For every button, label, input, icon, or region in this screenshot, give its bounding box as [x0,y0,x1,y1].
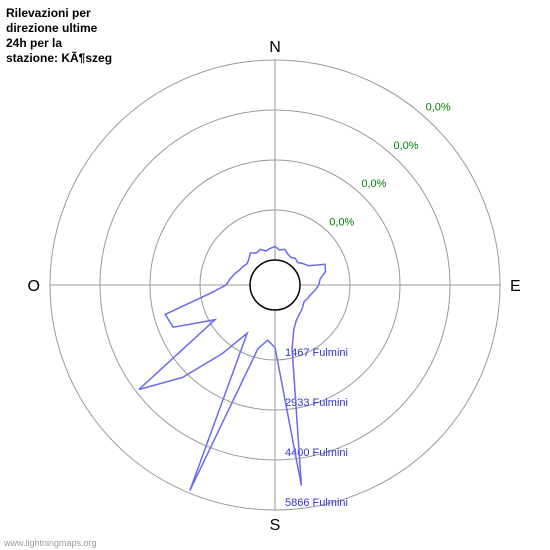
ring-pct-label: 0,0% [426,102,451,114]
footer-credit: www.lightningmaps.org [4,538,97,548]
ring-pct-label: 0,0% [393,140,418,152]
ring-strike-label: 1467 Fulmini [285,347,348,359]
dir-w: O [28,278,40,295]
center-circle [250,260,300,310]
ring-pct-label: 0,0% [361,178,386,190]
dir-s: S [270,517,281,534]
ring-strike-label: 5866 Fulmini [285,497,348,509]
ring-strike-label: 2933 Fulmini [285,397,348,409]
dir-n: N [269,39,281,56]
polar-chart: NESO1467 Fulmini0,0%2933 Fulmini0,0%4400… [0,0,550,550]
dir-e: E [510,278,521,295]
ring-pct-label: 0,0% [329,217,354,229]
